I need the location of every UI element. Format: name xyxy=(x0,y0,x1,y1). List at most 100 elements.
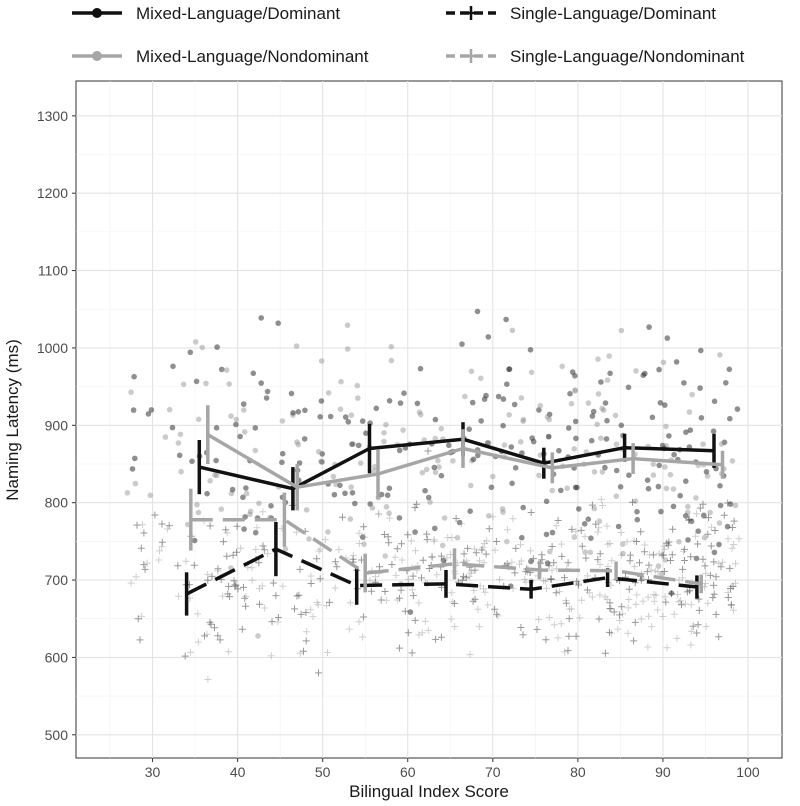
scatter-point xyxy=(263,395,270,401)
scatter-point xyxy=(256,600,263,608)
scatter-point xyxy=(626,551,634,559)
scatter-point xyxy=(391,553,399,561)
scatter-point xyxy=(447,615,455,623)
scatter-point xyxy=(666,433,672,439)
scatter-point xyxy=(547,548,553,555)
scatter-point xyxy=(604,540,612,548)
scatter-point xyxy=(458,520,465,528)
scatter-point xyxy=(267,652,275,660)
scatter-point xyxy=(625,384,632,391)
scatter-point xyxy=(182,557,190,565)
scatter-point xyxy=(516,560,523,568)
scatter-point xyxy=(191,537,198,544)
scatter-point xyxy=(268,503,274,509)
scatter-point xyxy=(549,529,556,536)
scatter-point xyxy=(561,574,568,582)
scatter-point xyxy=(214,472,220,479)
scatter-point xyxy=(148,407,155,413)
scatter-point xyxy=(594,421,600,428)
scatter-point xyxy=(632,498,639,504)
scatter-point xyxy=(599,469,606,475)
scatter-point xyxy=(618,603,626,611)
scatter-point xyxy=(652,591,660,599)
scatter-point xyxy=(623,538,631,546)
scatter-point xyxy=(252,529,259,536)
scatter-point xyxy=(601,649,609,657)
scatter-point xyxy=(727,501,734,507)
scatter-point xyxy=(397,400,404,406)
scatter-point xyxy=(590,408,597,415)
scatter-point xyxy=(250,370,257,377)
scatter-point xyxy=(633,591,641,599)
series-layer xyxy=(184,405,725,616)
scatter-point xyxy=(677,492,683,499)
scatter-point xyxy=(314,601,322,609)
scatter-point xyxy=(371,573,379,581)
scatter-point xyxy=(646,324,652,330)
scatter-point xyxy=(598,379,604,385)
scatter-point xyxy=(355,540,363,547)
scatter-point xyxy=(686,409,693,415)
scatter-point xyxy=(588,535,594,541)
scatter-point xyxy=(449,598,457,606)
scatter-point xyxy=(682,511,690,519)
scatter-point xyxy=(669,525,677,533)
scatter-point xyxy=(702,570,710,578)
scatter-point xyxy=(634,516,641,523)
scatter-point xyxy=(292,528,300,536)
scatter-point xyxy=(693,510,700,518)
scatter-point xyxy=(233,548,240,556)
scatter-point xyxy=(241,594,249,602)
scatter-point xyxy=(331,491,338,498)
scatter-point xyxy=(187,349,194,356)
scatter-point xyxy=(333,481,339,488)
scatter-point xyxy=(558,552,566,560)
scatter-point xyxy=(594,556,602,564)
scatter-point xyxy=(681,380,687,386)
scatter-point xyxy=(388,357,395,364)
scatter-point xyxy=(478,375,484,382)
scatter-point xyxy=(409,572,417,580)
scatter-point xyxy=(433,571,441,579)
scatter-point xyxy=(279,450,286,457)
scatter-point xyxy=(500,509,506,515)
scatter-point xyxy=(349,490,356,496)
scatter-point xyxy=(367,587,375,595)
scatter-point xyxy=(430,536,438,544)
scatter-point xyxy=(647,566,655,574)
scatter-point xyxy=(489,513,497,521)
scatter-point xyxy=(222,526,230,534)
scatter-point xyxy=(625,585,633,593)
scatter-point xyxy=(248,576,256,584)
scatter-point xyxy=(658,571,665,577)
scatter-point xyxy=(134,615,142,623)
scatter-point xyxy=(427,499,433,505)
scatter-point xyxy=(604,377,611,384)
scatter-point xyxy=(493,610,501,618)
scatter-point xyxy=(710,558,718,566)
scatter-point xyxy=(508,444,515,450)
scatter-point xyxy=(212,472,218,478)
scatter-point xyxy=(260,546,268,554)
scatter-point xyxy=(675,576,683,584)
scatter-point xyxy=(430,537,438,545)
scatter-point xyxy=(726,366,733,373)
y-tick-label: 700 xyxy=(45,572,69,588)
scatter-point xyxy=(243,485,249,491)
scatter-point xyxy=(330,473,337,480)
scatter-point xyxy=(644,477,651,484)
scatter-point xyxy=(509,480,515,487)
scatter-point xyxy=(378,491,385,498)
scatter-point xyxy=(571,534,578,540)
scatter-point xyxy=(545,614,553,621)
scatter-point xyxy=(588,437,595,444)
scatter-point xyxy=(214,344,220,350)
scatter-point xyxy=(388,561,396,568)
scatter-point xyxy=(424,626,432,634)
scatter-point xyxy=(178,468,184,475)
scatter-point xyxy=(392,571,400,579)
scatter-point xyxy=(347,516,354,522)
scatter-point xyxy=(668,590,675,598)
scatter-point xyxy=(428,553,436,561)
